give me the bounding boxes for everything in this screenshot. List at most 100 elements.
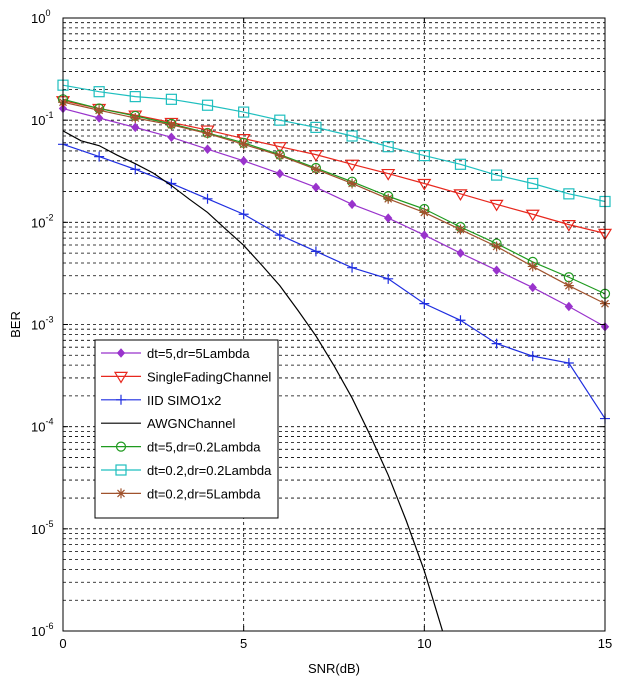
marker-triangle <box>272 142 287 154</box>
marker-diamond <box>492 265 501 275</box>
legend-entry-0: dt=5,dr=5Lambda <box>101 346 250 361</box>
marker-star <box>94 105 105 116</box>
marker-star <box>116 488 126 499</box>
legend-label: dt=5,dr=0.2Lambda <box>147 440 261 455</box>
marker-square <box>382 141 394 153</box>
marker-square <box>115 464 127 476</box>
y-tick-label: 10-5 <box>31 519 53 537</box>
marker-plus <box>130 164 141 175</box>
marker-square <box>93 86 105 98</box>
legend-label: dt=0.2,dr=0.2Lambda <box>147 463 272 478</box>
x-tick-label: 15 <box>598 636 612 651</box>
marker-plus <box>455 315 466 326</box>
marker-star <box>491 241 502 252</box>
marker-diamond <box>203 144 212 154</box>
marker-diamond <box>384 213 393 223</box>
y-tick-label: 10-1 <box>31 110 53 128</box>
y-axis-title: BER <box>8 311 23 338</box>
marker-triangle <box>113 371 129 384</box>
legend-entry-3: AWGNChannel <box>101 416 235 431</box>
y-tick-label: 10-2 <box>31 212 53 230</box>
series-0 <box>58 103 610 332</box>
marker-diamond <box>275 168 284 179</box>
legend-entry-4: dt=5,dr=0.2Lambda <box>101 440 261 455</box>
marker-square <box>491 169 503 181</box>
marker-plus <box>563 357 574 368</box>
marker-star <box>274 150 285 161</box>
marker-triangle <box>453 189 468 202</box>
marker-triangle <box>308 150 323 162</box>
marker-diamond <box>131 122 140 133</box>
marker-diamond <box>564 301 574 312</box>
marker-diamond <box>420 230 429 240</box>
series-layer <box>55 79 613 631</box>
marker-plus <box>347 262 358 273</box>
legend-entry-5: dt=0.2,dr=0.2Lambda <box>101 463 272 478</box>
marker-star <box>166 119 177 130</box>
series-line-3 <box>62 130 443 631</box>
x-axis-title: SNR(dB) <box>308 661 360 676</box>
legend-label: SingleFadingChannel <box>147 369 271 384</box>
marker-triangle <box>417 178 432 191</box>
marker-star <box>455 224 466 235</box>
marker-square <box>274 114 286 126</box>
legend-label: dt=5,dr=5Lambda <box>147 346 250 361</box>
y-tick-label: 10-3 <box>31 315 53 333</box>
marker-square <box>454 158 467 170</box>
marker-plus <box>94 151 105 162</box>
marker-plus <box>383 273 394 284</box>
marker-plus <box>238 209 249 220</box>
marker-diamond <box>311 182 321 193</box>
marker-circle <box>115 441 127 452</box>
marker-plus <box>274 230 285 241</box>
marker-star <box>202 128 213 139</box>
series-line-4 <box>62 98 606 295</box>
legend: dt=5,dr=5Lambda SingleFadingChannel IID SI… <box>94 339 279 519</box>
marker-star <box>310 164 321 175</box>
marker-triangle <box>525 209 540 222</box>
marker-diamond <box>239 156 248 166</box>
series-line-6 <box>62 101 606 305</box>
legend-entry-2: IID SIMO1x2 <box>101 393 221 408</box>
marker-star <box>130 113 141 124</box>
marker-square <box>165 93 177 105</box>
marker-diamond <box>94 113 104 123</box>
marker-diamond <box>347 199 357 210</box>
y-tick-label: 10-4 <box>31 417 53 435</box>
marker-square <box>238 106 250 118</box>
marker-plus <box>202 193 213 204</box>
marker-square <box>346 130 358 142</box>
x-tick-label: 5 <box>240 636 247 651</box>
series-line-2 <box>62 143 606 419</box>
marker-plus <box>419 298 430 309</box>
marker-star <box>238 139 249 150</box>
y-tick-label: 100 <box>31 8 50 26</box>
legend-entry-6: dt=0.2,dr=5Lambda <box>101 486 261 501</box>
marker-star <box>419 207 430 218</box>
x-tick-label: 0 <box>59 636 66 651</box>
marker-diamond <box>167 132 176 143</box>
marker-plus <box>527 351 538 362</box>
series-3 <box>62 130 443 631</box>
series-5 <box>57 79 611 208</box>
marker-plus <box>116 394 126 405</box>
marker-triangle <box>345 159 360 172</box>
marker-triangle <box>381 168 396 181</box>
marker-square <box>129 91 141 103</box>
series-line-0 <box>62 107 606 328</box>
series-line-5 <box>62 84 606 203</box>
marker-star <box>383 193 394 204</box>
marker-triangle <box>561 220 576 232</box>
legend-label: dt=0.2,dr=5Lambda <box>147 486 261 501</box>
y-tick-label: 10-6 <box>31 621 53 639</box>
marker-square <box>527 177 539 190</box>
marker-diamond <box>456 248 465 258</box>
marker-square <box>201 99 214 111</box>
legend-box <box>94 339 279 519</box>
marker-diamond <box>116 348 126 358</box>
marker-star <box>347 178 358 189</box>
series-line-1 <box>62 100 606 234</box>
marker-plus <box>310 246 321 257</box>
